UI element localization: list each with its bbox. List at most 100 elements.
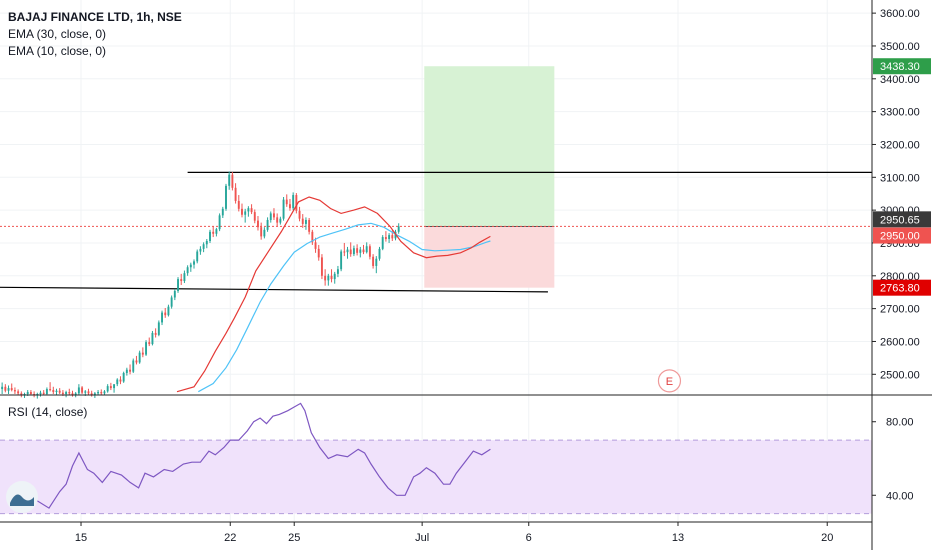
candle xyxy=(372,254,375,269)
price-tick-label: 3100.00 xyxy=(880,172,920,184)
candle-body xyxy=(324,275,327,281)
candle-body xyxy=(177,279,179,291)
candle-body xyxy=(65,392,68,394)
candle xyxy=(164,307,167,318)
candle xyxy=(189,262,192,272)
candle-body xyxy=(116,379,119,385)
candle xyxy=(199,246,202,255)
candle-body xyxy=(164,312,167,316)
rsi-legend-label[interactable]: RSI (14, close) xyxy=(8,405,88,419)
candle xyxy=(55,388,58,396)
candle-body xyxy=(292,195,295,209)
candle xyxy=(330,269,333,283)
candle-body xyxy=(199,248,202,252)
ema10-legend[interactable]: EMA (10, close, 0) xyxy=(8,44,107,58)
candle xyxy=(234,183,237,204)
candle xyxy=(221,206,224,219)
candle-body xyxy=(231,174,234,188)
candle-body xyxy=(388,235,391,240)
candle xyxy=(381,235,384,251)
candle-body xyxy=(263,229,266,237)
candle xyxy=(77,384,80,395)
candle xyxy=(132,358,135,373)
candle-body xyxy=(269,213,272,220)
candle xyxy=(52,386,55,394)
candle-body xyxy=(170,297,173,307)
candle xyxy=(349,242,352,257)
price-tag-entry: 2950.00 xyxy=(873,227,931,244)
rsi-pane xyxy=(0,394,932,515)
position-zones xyxy=(424,66,555,288)
candle-body xyxy=(122,372,125,382)
candle-body xyxy=(391,235,394,239)
candle xyxy=(135,355,138,365)
candle-body xyxy=(215,229,218,234)
time-tick-label: 25 xyxy=(288,532,300,544)
candle-body xyxy=(4,386,7,391)
candle xyxy=(378,246,381,261)
candle-body xyxy=(17,391,20,394)
candle xyxy=(129,364,132,375)
candle-body xyxy=(260,227,263,237)
candle xyxy=(7,385,10,394)
candle-body xyxy=(320,257,323,276)
candle xyxy=(106,384,109,393)
candle xyxy=(33,391,36,398)
candle-body xyxy=(180,279,183,282)
candle-body xyxy=(212,231,215,234)
candle xyxy=(279,216,282,225)
horizontal-levels xyxy=(0,171,872,293)
candle xyxy=(13,387,16,394)
candle-body xyxy=(372,256,375,266)
candle xyxy=(282,197,285,221)
candle xyxy=(320,254,323,280)
candle-body xyxy=(154,332,157,335)
candle xyxy=(177,277,179,293)
candle xyxy=(394,229,397,241)
candle xyxy=(333,271,336,284)
event-marker[interactable]: E xyxy=(657,369,682,393)
candle xyxy=(151,330,154,346)
rsi-legend: RSI (14, close) xyxy=(8,404,87,421)
candle xyxy=(103,390,106,396)
candle-body xyxy=(87,391,90,394)
candle-body xyxy=(276,217,279,223)
candle-body xyxy=(13,390,16,392)
candle xyxy=(209,229,211,243)
candle-body xyxy=(209,231,211,241)
candle-body xyxy=(10,388,13,391)
candle xyxy=(304,217,307,230)
rsi-band xyxy=(0,440,872,514)
candle xyxy=(193,259,195,269)
candle-body xyxy=(250,208,253,213)
price-tick-label: 3500.00 xyxy=(880,41,920,53)
candle-body xyxy=(218,215,221,230)
candle xyxy=(122,371,125,383)
candle xyxy=(228,171,231,190)
candle xyxy=(285,194,288,207)
candle-body xyxy=(237,200,240,209)
ema30-legend[interactable]: EMA (30, close, 0) xyxy=(8,27,107,41)
candle xyxy=(218,213,221,232)
candle-body xyxy=(189,264,192,268)
candle-body xyxy=(381,237,384,249)
candle-body xyxy=(93,393,96,395)
candle xyxy=(113,384,116,393)
candle-body xyxy=(266,219,269,230)
symbol-title[interactable]: BAJAJ FINANCE LTD, 1h, NSE xyxy=(8,10,182,24)
candle-body xyxy=(167,306,170,316)
candle-body xyxy=(1,386,4,390)
candle-body xyxy=(132,360,135,372)
time-tick-label: Jul xyxy=(415,532,429,544)
candle-body xyxy=(119,379,122,382)
candle xyxy=(68,388,71,395)
candle-body xyxy=(90,393,93,395)
candle xyxy=(36,392,39,399)
logo-wave xyxy=(10,494,34,506)
candle xyxy=(42,390,45,396)
candle-body xyxy=(113,384,116,389)
candle xyxy=(375,256,378,274)
price-tag-target: 3438.30 xyxy=(873,58,931,75)
candle-body xyxy=(103,391,106,394)
